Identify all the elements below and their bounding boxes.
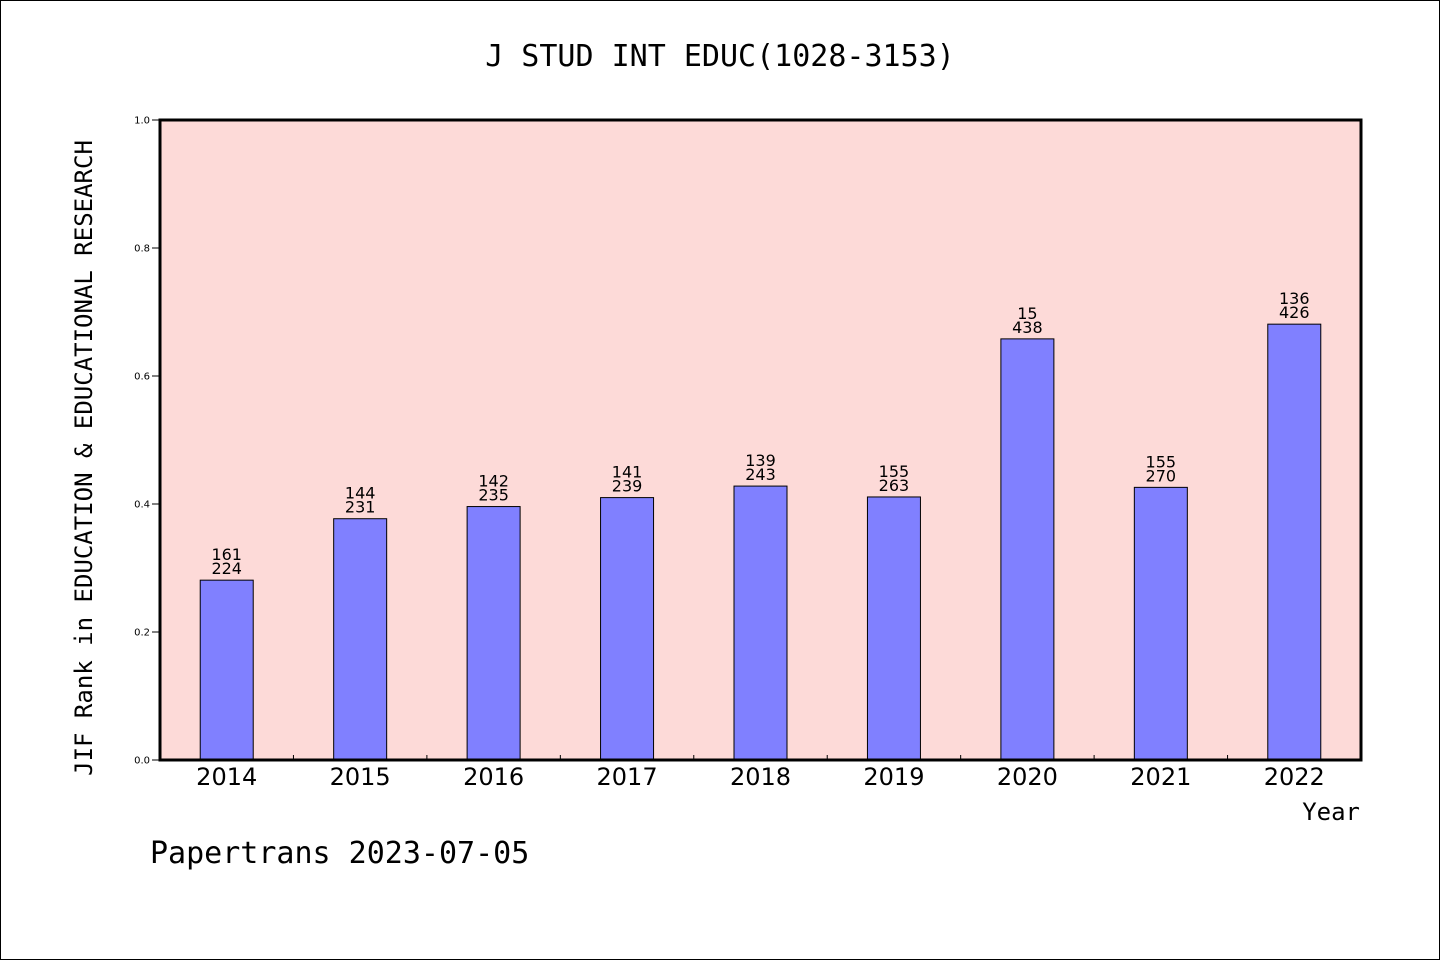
bar <box>733 485 788 761</box>
plot-frame <box>158 118 1363 762</box>
y-tick-label: 0.6 <box>134 372 150 383</box>
bar-label-top: 155 <box>879 462 910 481</box>
bar <box>600 497 655 761</box>
x-tick-label: 2014 <box>196 763 257 791</box>
bar-label-bottom: 426 <box>1279 303 1310 322</box>
bar <box>333 518 388 761</box>
bar-label-top: 155 <box>1146 452 1177 471</box>
bar-label-bottom: 263 <box>879 476 910 495</box>
y-axis-label: JIF Rank in EDUCATION & EDUCATIONAL RESE… <box>70 140 98 776</box>
x-axis-ticks: 2014 2015 2016 2017 2018 2019 2020 2021 2022 <box>196 755 1325 791</box>
bar-label-bottom: 243 <box>745 465 776 484</box>
bar <box>1267 323 1322 761</box>
bar <box>1000 338 1055 761</box>
bar-label-top: 142 <box>478 472 509 491</box>
bar-label-bottom: 231 <box>345 498 376 517</box>
bar-label-bottom: 438 <box>1012 318 1043 337</box>
x-tick-label: 2020 <box>997 763 1058 791</box>
bar <box>1133 486 1188 761</box>
x-tick-label: 2016 <box>463 763 524 791</box>
bar-label-top: 15 <box>1017 304 1037 323</box>
y-tick-label: 1.0 <box>134 116 150 127</box>
bar-label-top: 144 <box>345 484 376 503</box>
y-tick-label: 0.0 <box>134 756 150 767</box>
x-tick-label: 2022 <box>1264 763 1325 791</box>
x-tick-label: 2021 <box>1130 763 1191 791</box>
bar-label-top: 139 <box>745 451 776 470</box>
bars <box>199 323 1322 761</box>
y-tick-label: 0.8 <box>134 244 150 255</box>
y-tick-label: 0.2 <box>134 628 150 639</box>
bar <box>199 579 254 761</box>
bar-label-top: 136 <box>1279 289 1310 308</box>
y-tick-label: 0.4 <box>134 500 150 511</box>
bar <box>466 506 521 761</box>
bar-label-bottom: 235 <box>478 486 509 505</box>
x-tick-label: 2018 <box>730 763 791 791</box>
chart-title: J STUD INT EDUC(1028-3153) <box>485 39 955 74</box>
bar-label-top: 161 <box>211 545 242 564</box>
bar-label-top: 141 <box>612 463 643 482</box>
bar-label-bottom: 270 <box>1146 466 1177 485</box>
bar <box>866 496 921 761</box>
footer-stamp: Papertrans 2023-07-05 <box>150 836 529 871</box>
bar-label-bottom: 239 <box>612 477 643 496</box>
x-tick-label: 2019 <box>863 763 924 791</box>
x-tick-label: 2017 <box>597 763 658 791</box>
x-tick-label: 2015 <box>330 763 391 791</box>
x-axis-label: Year <box>1302 798 1360 826</box>
bar-label-bottom: 224 <box>211 559 242 578</box>
